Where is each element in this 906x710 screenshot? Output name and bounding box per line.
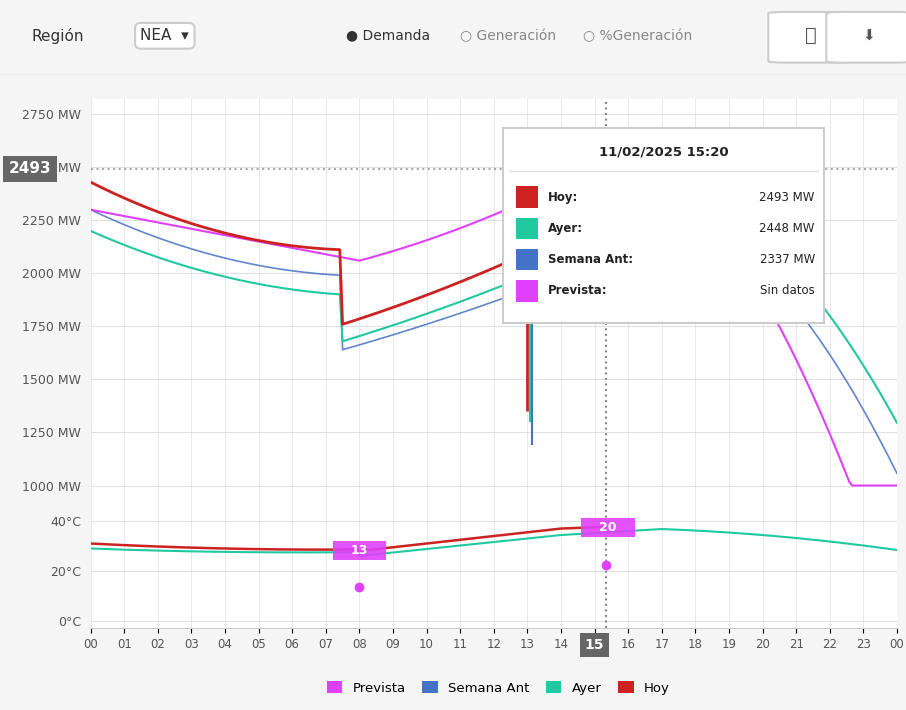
Text: 13: 13 [351, 544, 368, 557]
Text: ⎙: ⎙ [805, 26, 816, 45]
Text: Región: Región [32, 28, 84, 44]
Text: Hoy:: Hoy: [548, 190, 578, 204]
FancyBboxPatch shape [581, 518, 635, 537]
FancyBboxPatch shape [768, 12, 854, 62]
Text: Ayer:: Ayer: [548, 222, 583, 235]
FancyBboxPatch shape [516, 280, 538, 302]
FancyBboxPatch shape [503, 128, 824, 323]
Text: 2493 MW: 2493 MW [759, 190, 814, 204]
Text: ● Demanda: ● Demanda [346, 29, 430, 43]
FancyBboxPatch shape [333, 541, 386, 560]
FancyBboxPatch shape [516, 248, 538, 271]
Text: ○ Generación: ○ Generación [460, 29, 556, 43]
Text: 2493: 2493 [9, 161, 52, 176]
Text: 11/02/2025 15:20: 11/02/2025 15:20 [599, 146, 728, 158]
FancyBboxPatch shape [516, 186, 538, 208]
Text: Semana Ant:: Semana Ant: [548, 253, 633, 266]
Text: Sin datos: Sin datos [760, 284, 814, 297]
Text: 20: 20 [599, 521, 617, 535]
Text: ⬇: ⬇ [863, 28, 875, 43]
Text: NEA  ▾: NEA ▾ [140, 28, 189, 43]
FancyBboxPatch shape [826, 12, 906, 62]
Text: ○ %Generación: ○ %Generación [583, 29, 692, 43]
Text: 2448 MW: 2448 MW [759, 222, 814, 235]
Legend: Prevista, Semana Ant, Ayer, Hoy: Prevista, Semana Ant, Ayer, Hoy [322, 676, 675, 700]
Text: 2337 MW: 2337 MW [759, 253, 814, 266]
Text: Prevista:: Prevista: [548, 284, 608, 297]
FancyBboxPatch shape [516, 217, 538, 239]
